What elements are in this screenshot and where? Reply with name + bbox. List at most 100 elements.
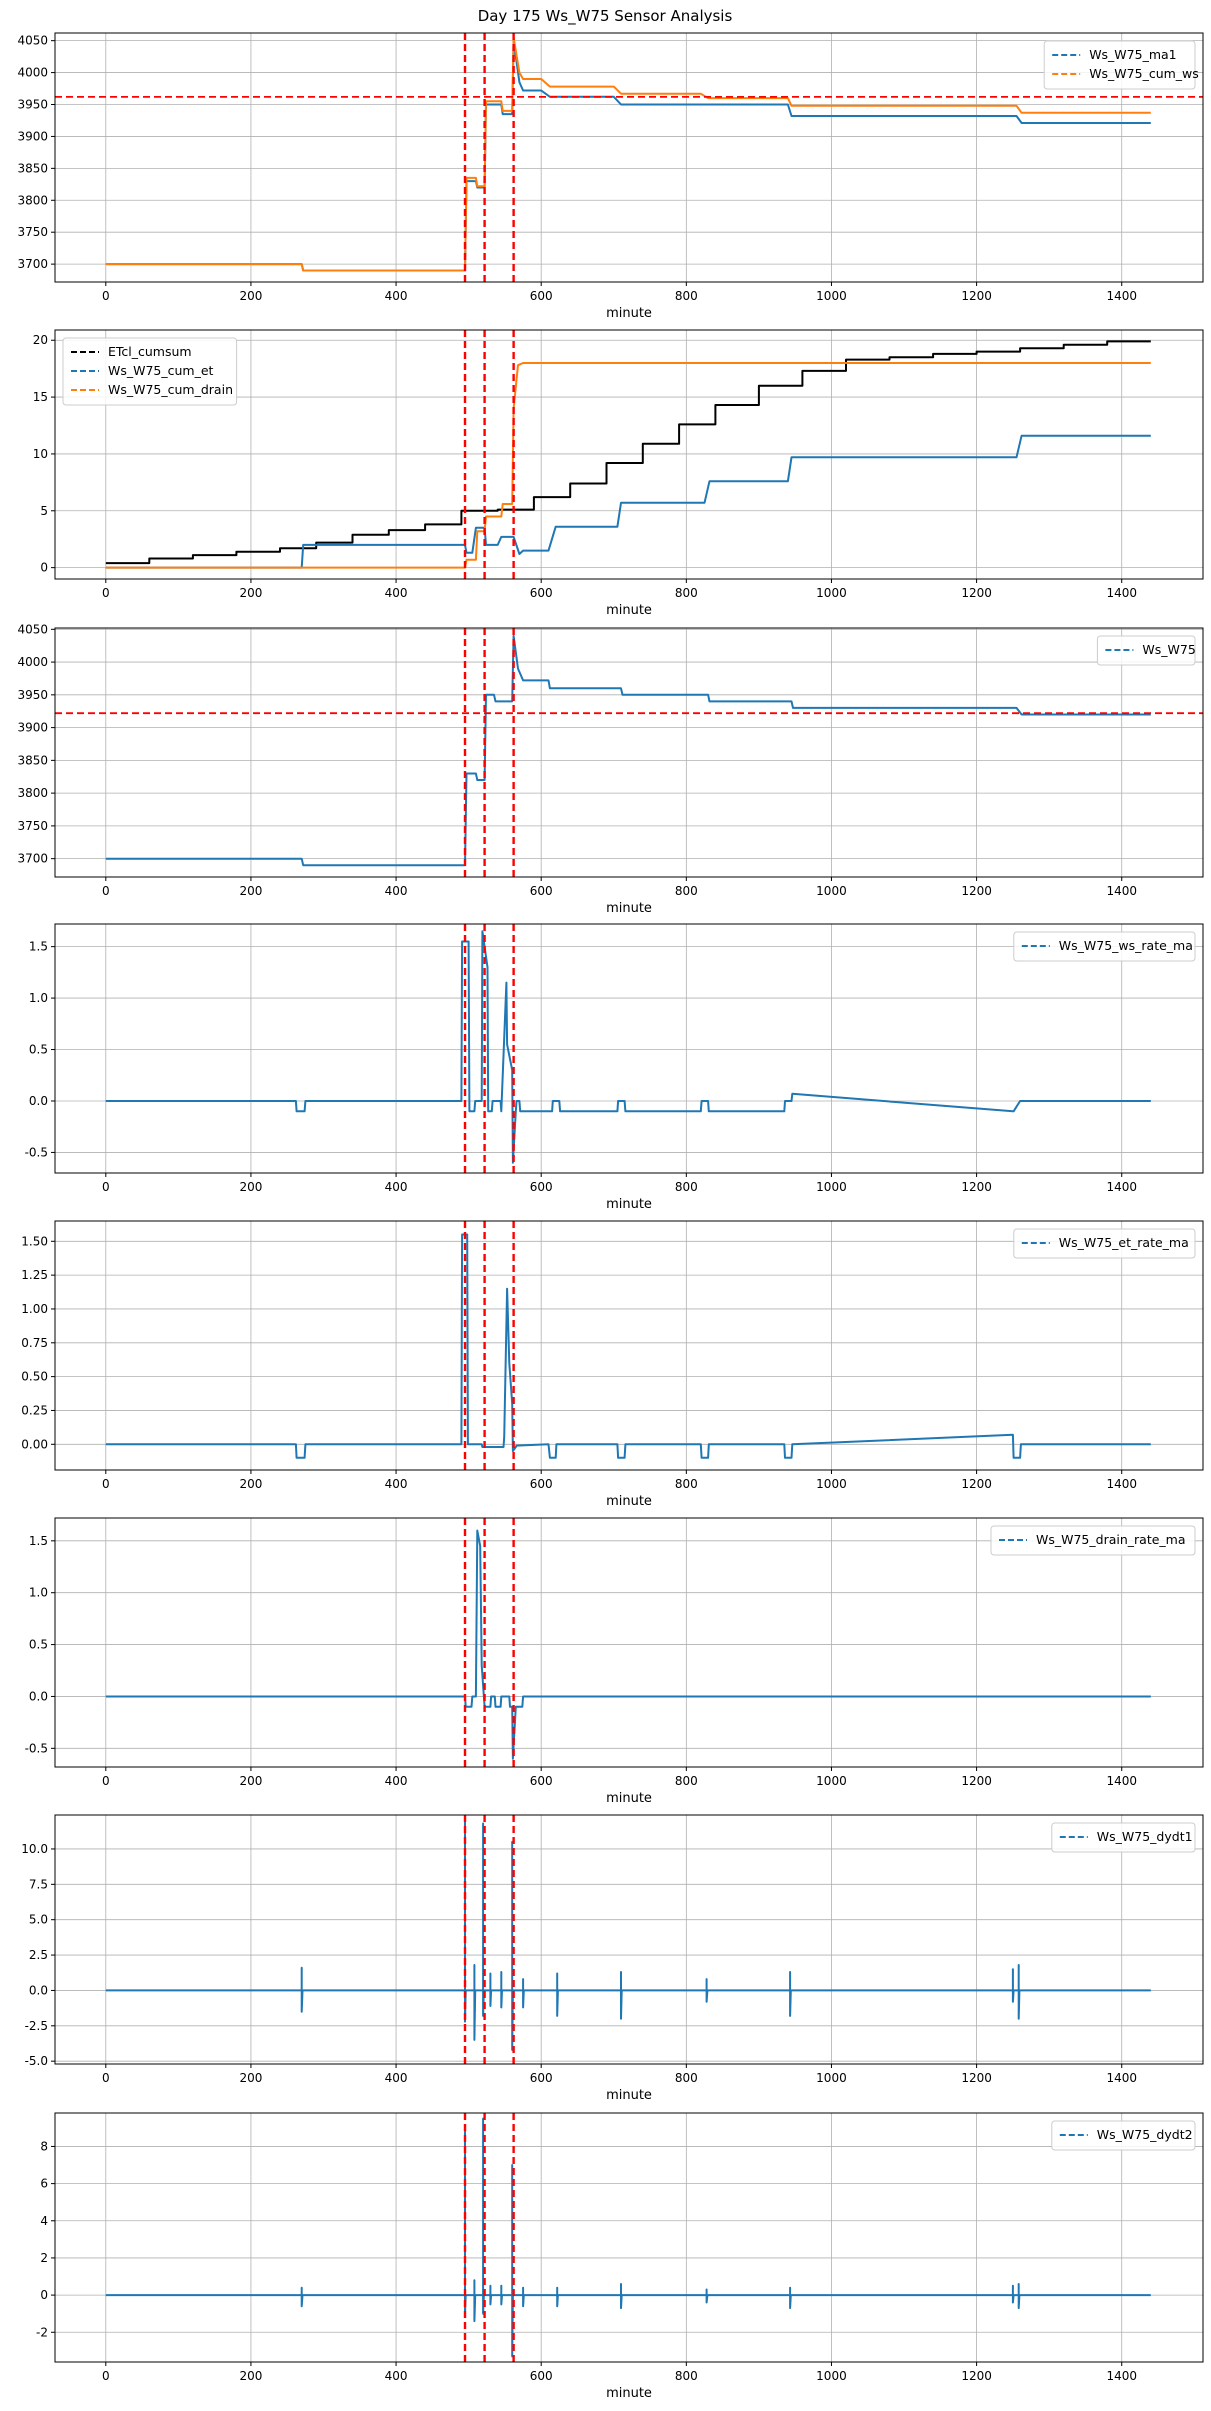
y-tick-label: 3800 xyxy=(17,193,48,207)
y-tick-label: 0.00 xyxy=(21,1437,48,1451)
plot-frame xyxy=(54,1814,1204,2065)
plot-frame xyxy=(54,329,1204,580)
x-tick-label: 600 xyxy=(530,2071,553,2085)
x-axis-label: minute xyxy=(606,306,652,321)
y-tick-label: 6 xyxy=(40,2177,48,2191)
series-line-Ws_W75_ma1 xyxy=(105,39,1151,272)
x-tick-label: 1000 xyxy=(816,1774,847,1788)
legend: Ws_W75_dydt2 xyxy=(1051,2120,1196,2151)
series-line-Ws_W75_cum_ws xyxy=(105,36,1151,272)
series-group xyxy=(55,33,1203,282)
plot-frame xyxy=(54,32,1204,283)
series-line-Ws_W75_cum_et xyxy=(105,434,1151,569)
y-tick-label: 8 xyxy=(40,2139,48,2153)
panels: 0 200 400 600 800 1000 1200 1400370037503800385… xyxy=(17,32,1204,2401)
x-tick-label: 0 xyxy=(102,289,110,303)
y-tick-label: 2 xyxy=(40,2251,48,2265)
x-axis-label: minute xyxy=(606,2088,652,2103)
x-axis-label: minute xyxy=(606,1197,652,1212)
y-tick-label: 0 xyxy=(40,2288,48,2302)
y-tick-label: 1.5 xyxy=(29,1534,48,1548)
series-line-Ws_W75_drain_rate_ma xyxy=(105,1529,1151,1760)
x-tick-label: 1400 xyxy=(1106,586,1137,600)
y-tick-label: 0 xyxy=(40,561,48,575)
x-axis-label: minute xyxy=(606,1494,652,1509)
y-tick-label: 1.5 xyxy=(29,940,48,954)
y-tick-label: 0.0 xyxy=(29,1094,48,1108)
x-tick-label: 1000 xyxy=(816,2369,847,2383)
x-tick-label: 800 xyxy=(675,884,698,898)
legend: Ws_W75_ws_rate_ma xyxy=(1013,931,1196,962)
x-tick-label: 200 xyxy=(239,884,262,898)
legend-box xyxy=(1013,931,1196,962)
x-tick-label: 0 xyxy=(102,884,110,898)
y-tick-label: 3850 xyxy=(17,161,48,175)
x-tick-label: 1400 xyxy=(1106,884,1137,898)
x-tick-label: 400 xyxy=(385,1477,408,1491)
x-tick-label: 1000 xyxy=(816,2071,847,2085)
y-tick-label: 0.5 xyxy=(29,1638,48,1652)
x-tick-label: 400 xyxy=(385,1180,408,1194)
x-tick-label: 1200 xyxy=(961,1477,992,1491)
figure-title: Day 175 Ws_W75 Sensor Analysis xyxy=(478,7,733,26)
y-tick-label: 3800 xyxy=(17,786,48,800)
x-axis-label: minute xyxy=(606,1791,652,1806)
y-tick-label: 1.00 xyxy=(21,1302,48,1316)
y-tick-label: 4000 xyxy=(17,655,48,669)
x-tick-label: 400 xyxy=(385,586,408,600)
series-line-Ws_W75 xyxy=(105,634,1151,867)
legend: Ws_W75_drain_rate_ma xyxy=(990,1525,1196,1556)
y-tick-label: 1.0 xyxy=(29,991,48,1005)
y-tick-label: 3750 xyxy=(17,819,48,833)
y-tick-label: 3700 xyxy=(17,852,48,866)
legend-label: ETcl_cumsum xyxy=(108,344,192,359)
x-tick-label: 0 xyxy=(102,1774,110,1788)
series-group xyxy=(105,1221,1151,1470)
y-tick-label: 10.0 xyxy=(21,1842,48,1856)
y-tick-label: 1.25 xyxy=(21,1268,48,1282)
chart-panel-8: 0 200 400 600 800 1000 1200 1400 -2 0 2 4 6 8 minute Ws… xyxy=(36,2112,1204,2401)
legend: Ws_W75_dydt1 xyxy=(1051,1822,1196,1853)
legend: ETcl_cumsum Ws_W75_cum_et Ws_W75_cum_drain xyxy=(62,337,238,406)
x-tick-label: 1000 xyxy=(816,884,847,898)
x-tick-label: 1400 xyxy=(1106,1774,1137,1788)
x-axis-label: minute xyxy=(606,901,652,916)
plot-frame xyxy=(54,923,1204,1174)
x-tick-label: 1400 xyxy=(1106,289,1137,303)
y-tick-label: 4050 xyxy=(17,622,48,636)
x-tick-label: 800 xyxy=(675,1477,698,1491)
x-tick-label: 600 xyxy=(530,1477,553,1491)
x-tick-label: 0 xyxy=(102,586,110,600)
x-tick-label: 600 xyxy=(530,1180,553,1194)
y-tick-label: -0.5 xyxy=(25,1741,48,1755)
legend-label: Ws_W75_cum_drain xyxy=(108,382,233,397)
x-tick-label: 400 xyxy=(385,289,408,303)
y-tick-label: 4 xyxy=(40,2214,48,2228)
legend-label: Ws_W75_dydt1 xyxy=(1097,1829,1193,1844)
x-tick-label: 200 xyxy=(239,1774,262,1788)
legend-label: Ws_W75_et_rate_ma xyxy=(1059,1235,1189,1250)
y-tick-label: -2 xyxy=(36,2325,48,2339)
x-tick-label: 200 xyxy=(239,586,262,600)
x-tick-label: 800 xyxy=(675,586,698,600)
x-tick-label: 1200 xyxy=(961,1774,992,1788)
x-tick-label: 400 xyxy=(385,884,408,898)
plot-frame xyxy=(54,1220,1204,1471)
y-tick-label: -5.0 xyxy=(25,2054,48,2068)
series-group xyxy=(105,1815,1151,2064)
y-tick-label: 5 xyxy=(40,504,48,518)
y-tick-label: 2.5 xyxy=(29,1948,48,1962)
y-tick-label: 3850 xyxy=(17,753,48,767)
chart-panel-6: 0 200 400 600 800 1000 1200 1400 -0.5 0.0 0.5 1.0 1.… xyxy=(25,1517,1204,1806)
y-tick-label: 0.50 xyxy=(21,1370,48,1384)
legend: Ws_W75_ma1 Ws_W75_cum_ws xyxy=(1043,40,1199,90)
x-tick-label: 400 xyxy=(385,1774,408,1788)
x-tick-label: 1200 xyxy=(961,2369,992,2383)
x-tick-label: 1200 xyxy=(961,289,992,303)
chart-panel-3: 0 200 400 600 800 1000 1200 1400 3700 3750 3800 385… xyxy=(17,622,1204,916)
legend-label: Ws_W75_ma1 xyxy=(1089,47,1176,62)
legend-box xyxy=(1051,2120,1196,2151)
x-axis-label: minute xyxy=(606,603,652,618)
y-tick-label: 3750 xyxy=(17,225,48,239)
x-axis-label: minute xyxy=(606,2386,652,2401)
